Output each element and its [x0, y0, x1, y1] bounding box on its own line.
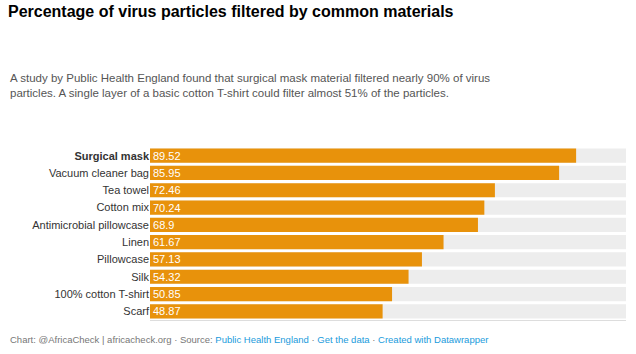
svg-text:Percentage of virus particles: Percentage of virus particles filtered b…	[8, 3, 454, 20]
svg-text:85.95: 85.95	[153, 167, 181, 179]
svg-text:A study by Public Health Engla: A study by Public Health England found t…	[10, 72, 490, 99]
svg-text:Antimicrobial pillowcase: Antimicrobial pillowcase	[32, 219, 149, 231]
svg-text:Pillowcase: Pillowcase	[97, 253, 149, 265]
svg-text:Linen: Linen	[122, 236, 149, 248]
svg-text:Silk: Silk	[131, 271, 149, 283]
svg-text:Vacuum cleaner bag: Vacuum cleaner bag	[49, 167, 149, 179]
svg-text:Tea towel: Tea towel	[103, 184, 149, 196]
svg-text:Cotton mix: Cotton mix	[96, 201, 149, 213]
svg-text:57.13: 57.13	[153, 253, 181, 265]
svg-text:Surgical mask: Surgical mask	[74, 150, 149, 162]
svg-text:61.67: 61.67	[153, 236, 181, 248]
svg-text:68.9: 68.9	[153, 219, 174, 231]
svg-text:50.85: 50.85	[153, 288, 181, 300]
svg-text:Scarf: Scarf	[123, 305, 150, 317]
svg-text:54.32: 54.32	[153, 271, 181, 283]
svg-text:Chart: @AfricaCheck | africach: Chart: @AfricaCheck | africacheck.org · …	[10, 334, 488, 345]
svg-text:72.46: 72.46	[153, 184, 181, 196]
svg-text:100% cotton T-shirt: 100% cotton T-shirt	[54, 288, 149, 300]
svg-text:48.87: 48.87	[153, 305, 181, 317]
svg-text:70.24: 70.24	[153, 202, 181, 214]
svg-text:89.52: 89.52	[153, 150, 181, 162]
